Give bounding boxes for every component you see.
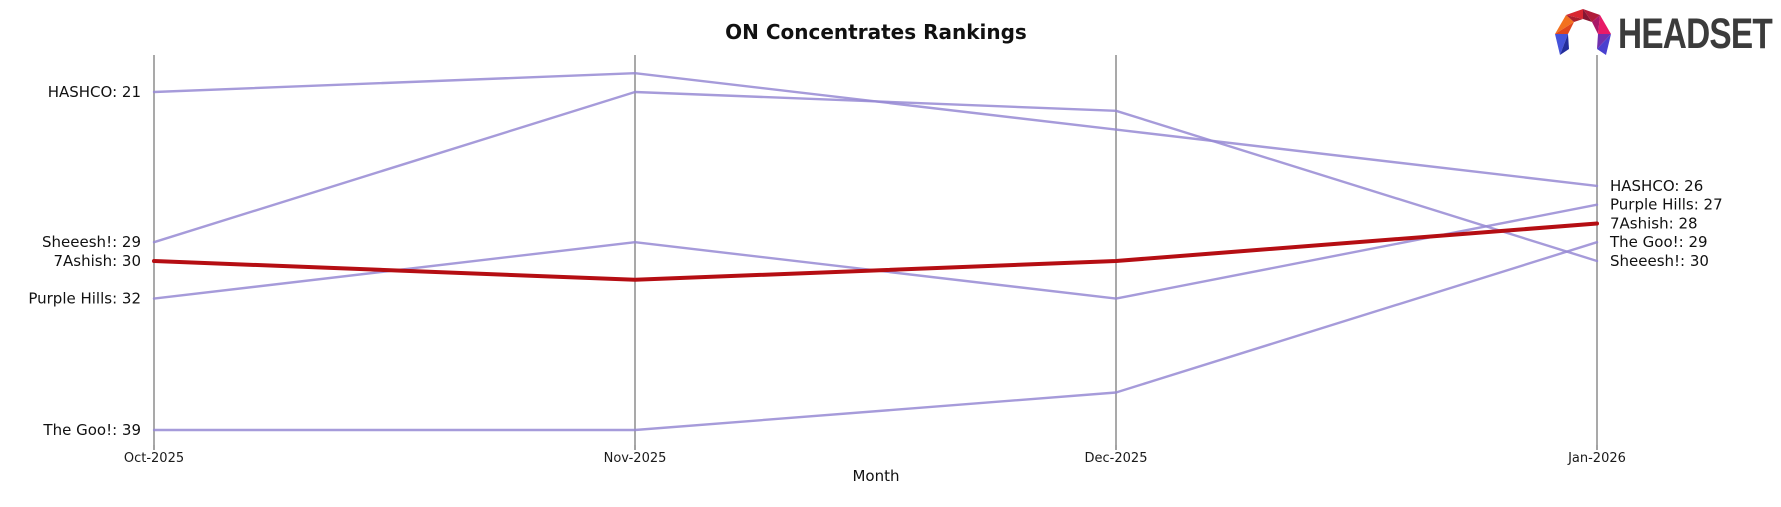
series-line-7ashish: [152, 221, 1599, 282]
series-line-sheeesh: [152, 90, 1599, 263]
x-axis-title: Month: [852, 467, 899, 485]
x-tick-label-dec-2025: Dec-2025: [1085, 451, 1148, 466]
series-line-the-goo: [152, 240, 1599, 432]
left-rank-label-7ashish: 7Ashish: 30: [53, 252, 141, 270]
left-rank-label-the-goo: The Goo!: 39: [42, 421, 141, 439]
x-tick-label-nov-2025: Nov-2025: [604, 451, 667, 466]
headset-logo-icon: [1555, 9, 1611, 55]
right-rank-label-sheeesh: Sheeesh!: 30: [1610, 252, 1709, 270]
right-rank-label-purple-hills: Purple Hills: 27: [1610, 196, 1723, 214]
x-tick-label-oct-2025: Oct-2025: [124, 451, 184, 466]
month-axes-group: Oct-2025 Nov-2025 Dec-2025 Jan-2026: [124, 55, 1626, 466]
headset-logo: HEADSET: [1555, 9, 1774, 58]
left-rank-label-hashco: HASHCO: 21: [48, 83, 141, 101]
series-line-purple-hills: [152, 203, 1599, 300]
right-rank-label-hashco: HASHCO: 26: [1610, 177, 1703, 195]
series-lines-group: [152, 71, 1599, 432]
headset-logo-text: HEADSET: [1618, 10, 1773, 58]
series-line-hashco: [152, 71, 1599, 188]
left-rank-label-sheeesh: Sheeesh!: 29: [42, 233, 141, 251]
chart-title: ON Concentrates Rankings: [725, 20, 1027, 44]
right-rank-label-7ashish: 7Ashish: 28: [1610, 215, 1698, 233]
x-tick-label-jan-2026: Jan-2026: [1567, 451, 1626, 466]
left-rank-label-purple-hills: Purple Hills: 32: [28, 290, 141, 308]
right-rank-label-the-goo: The Goo!: 29: [1609, 233, 1708, 251]
